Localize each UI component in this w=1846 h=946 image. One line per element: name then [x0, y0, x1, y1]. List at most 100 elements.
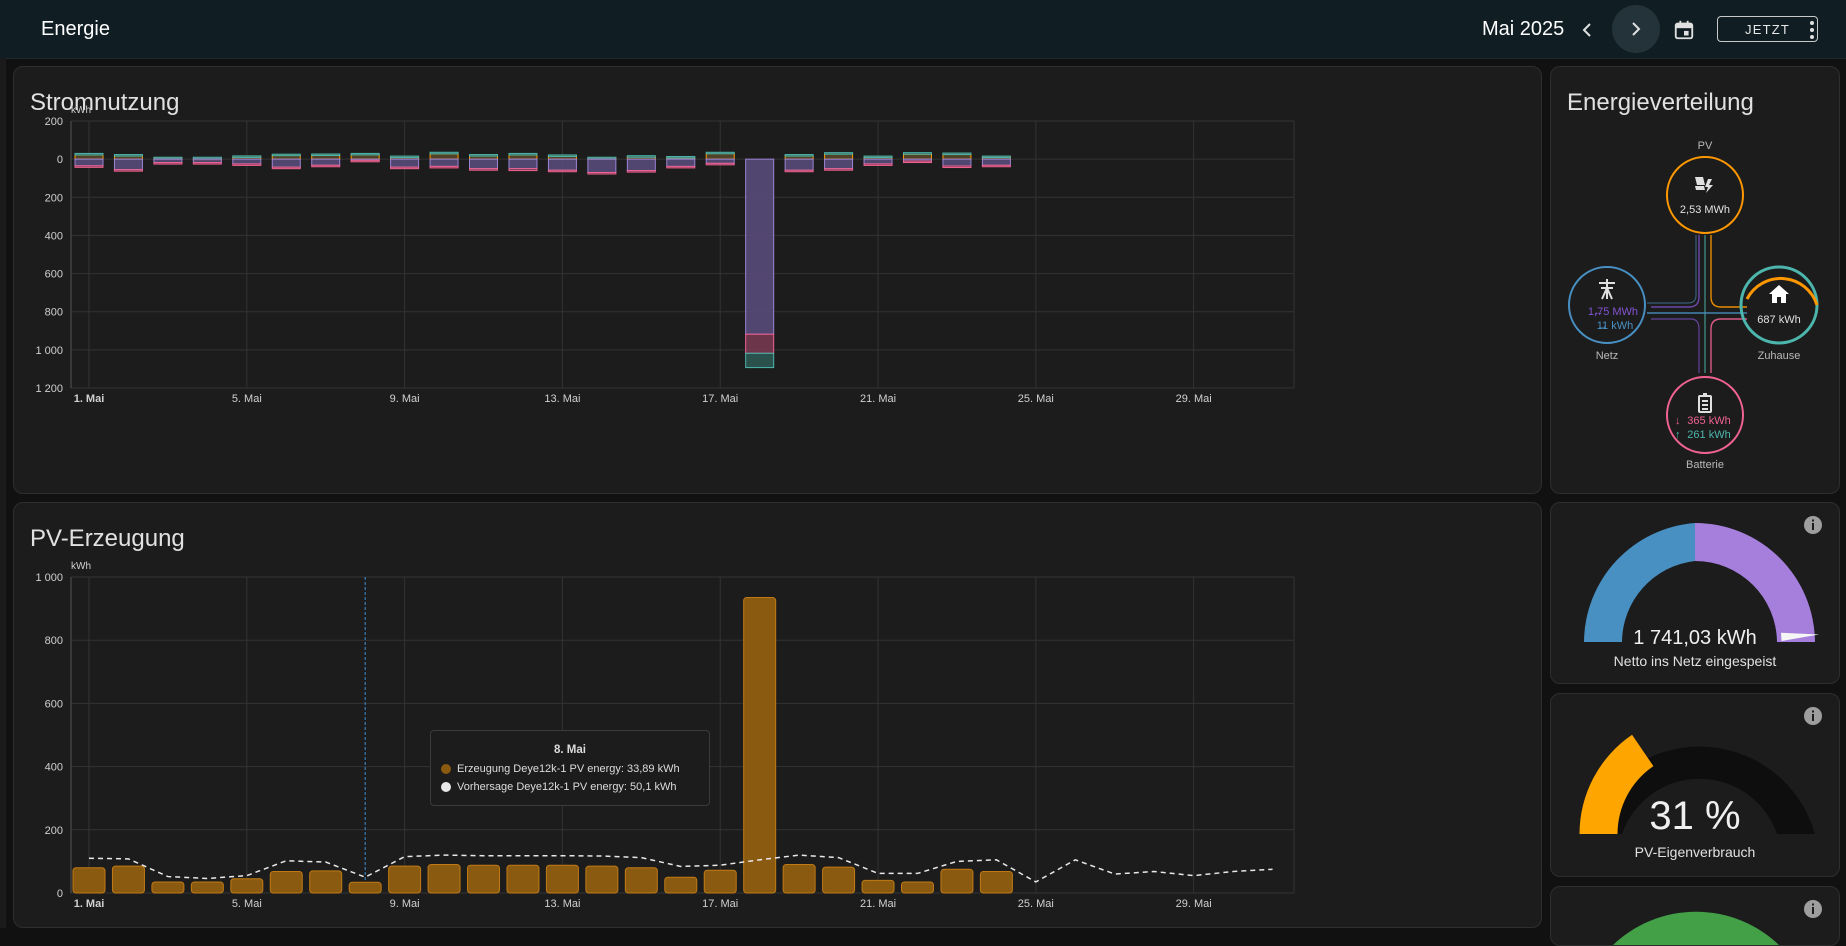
- pv-label: PV: [1698, 140, 1713, 152]
- solar-panel-icon: [1695, 177, 1713, 193]
- calendar-icon: [1674, 20, 1694, 40]
- legend-swatch: [441, 764, 451, 774]
- x-tick-label: 29. Mai: [1176, 898, 1212, 910]
- x-tick-label: 29. Mai: [1176, 393, 1212, 405]
- self-consumption-gauge-card: 31 % PV-Eigenverbrauch: [1550, 693, 1840, 877]
- bar-segment: [705, 151, 735, 155]
- bar: [940, 868, 974, 894]
- bar-segment: [863, 163, 893, 166]
- bar-segment: [153, 162, 183, 165]
- info-icon[interactable]: [1803, 515, 1823, 535]
- bar-segment: [232, 158, 262, 165]
- bar-segment: [784, 154, 814, 157]
- bar-segment: [508, 152, 538, 156]
- top-app-bar: [0, 0, 1846, 59]
- bar: [151, 881, 185, 894]
- bar: [782, 864, 816, 894]
- bar-segment: [469, 158, 499, 170]
- bar: [743, 597, 777, 894]
- bar: [979, 871, 1013, 894]
- more-menu-button[interactable]: [1788, 6, 1836, 54]
- bar-segment: [429, 151, 459, 155]
- bar-segment: [666, 158, 696, 167]
- bar-segment: [626, 155, 656, 158]
- bar-segment: [74, 154, 104, 160]
- bar-segment: [587, 156, 617, 160]
- bar-segment: [824, 158, 854, 170]
- battery-in-value: 261 kWh: [1687, 429, 1730, 441]
- bar-segment: [153, 158, 183, 164]
- bar-segment: [469, 168, 499, 171]
- gauge-export-segment: [1695, 523, 1815, 642]
- y-tick-label: 800: [45, 635, 63, 647]
- gauge-card-partial: [1550, 886, 1840, 946]
- y-tick-label: 400: [45, 230, 63, 242]
- bar-segment: [547, 154, 577, 157]
- bar-segment: [390, 166, 420, 170]
- bar-segment: [271, 158, 301, 168]
- bar-segment: [666, 155, 696, 159]
- bar-segment: [705, 152, 735, 160]
- bar: [900, 881, 934, 894]
- bar-segment: [902, 152, 932, 155]
- previous-period-button[interactable]: [1563, 6, 1611, 54]
- bar: [72, 867, 106, 894]
- bar: [388, 865, 422, 894]
- tooltip-title: 8. Mai: [554, 744, 586, 756]
- x-tick-label: 5. Mai: [232, 393, 262, 405]
- x-tick-label: 17. Mai: [702, 393, 738, 405]
- bar-segment: [192, 156, 222, 160]
- grid-import-arrow: ←: [1593, 306, 1604, 318]
- bar-segment: [311, 153, 341, 156]
- battery-node[interactable]: [1666, 376, 1744, 454]
- forecast-line: [88, 854, 1273, 883]
- y-axis-unit: kWh: [71, 561, 91, 572]
- bar-segment: [469, 154, 499, 157]
- side-edge: [0, 58, 6, 928]
- next-period-button[interactable]: [1612, 5, 1660, 53]
- info-icon[interactable]: [1803, 899, 1823, 919]
- battery-in-arrow: ↑: [1675, 429, 1681, 441]
- bar: [664, 876, 698, 894]
- x-tick-label: 25. Mai: [1018, 393, 1054, 405]
- bar-segment: [74, 158, 104, 167]
- now-button[interactable]: JETZT: [1717, 16, 1818, 42]
- y-tick-label: 600: [45, 698, 63, 710]
- calendar-button[interactable]: [1660, 6, 1708, 54]
- y-tick-label: 0: [57, 154, 63, 166]
- bar-segment: [429, 153, 459, 160]
- card-title: Stromnutzung: [30, 89, 180, 116]
- bar-segment: [153, 156, 183, 160]
- gauge-label: PV-Eigenverbrauch: [1634, 844, 1756, 860]
- bar-segment: [74, 152, 104, 156]
- bar-segment: [784, 158, 814, 171]
- grid-import-value: 1,75 MWh: [1588, 306, 1638, 318]
- bar-segment: [271, 166, 301, 170]
- bar-segment: [902, 160, 932, 164]
- bar: [585, 865, 619, 894]
- gauge-value: 31 %: [1649, 794, 1741, 838]
- bar-segment: [981, 158, 1011, 166]
- pv-node[interactable]: [1666, 156, 1744, 234]
- grid-node[interactable]: [1568, 266, 1646, 344]
- bar: [190, 881, 224, 894]
- bar-segment: [824, 168, 854, 171]
- bar-segment: [547, 158, 577, 171]
- grid-export-value: 11 kWh: [1597, 320, 1633, 332]
- solar-production-chart: 1 000 800 600 400 200 0 kWh 1. Mai 5. Mai 9. Mai 1…: [35, 561, 1295, 910]
- bar: [427, 864, 461, 894]
- bar-segment: [587, 171, 617, 175]
- bar-segment: [902, 153, 932, 160]
- bar-segment: [824, 152, 854, 155]
- y-tick-label: 200: [45, 192, 63, 204]
- bar-segment: [981, 164, 1011, 168]
- energy-distribution-card: Energieverteilung: [1550, 66, 1840, 494]
- y-tick-label: 1 200: [35, 383, 63, 395]
- bar-segment: [350, 159, 380, 163]
- bar: [703, 869, 737, 894]
- y-tick-label: 200: [45, 825, 63, 837]
- info-icon[interactable]: [1803, 706, 1823, 726]
- gauge-value: 1 741,03 kWh: [1633, 627, 1757, 649]
- bar-segment: [942, 152, 972, 156]
- bar-segment: [587, 158, 617, 173]
